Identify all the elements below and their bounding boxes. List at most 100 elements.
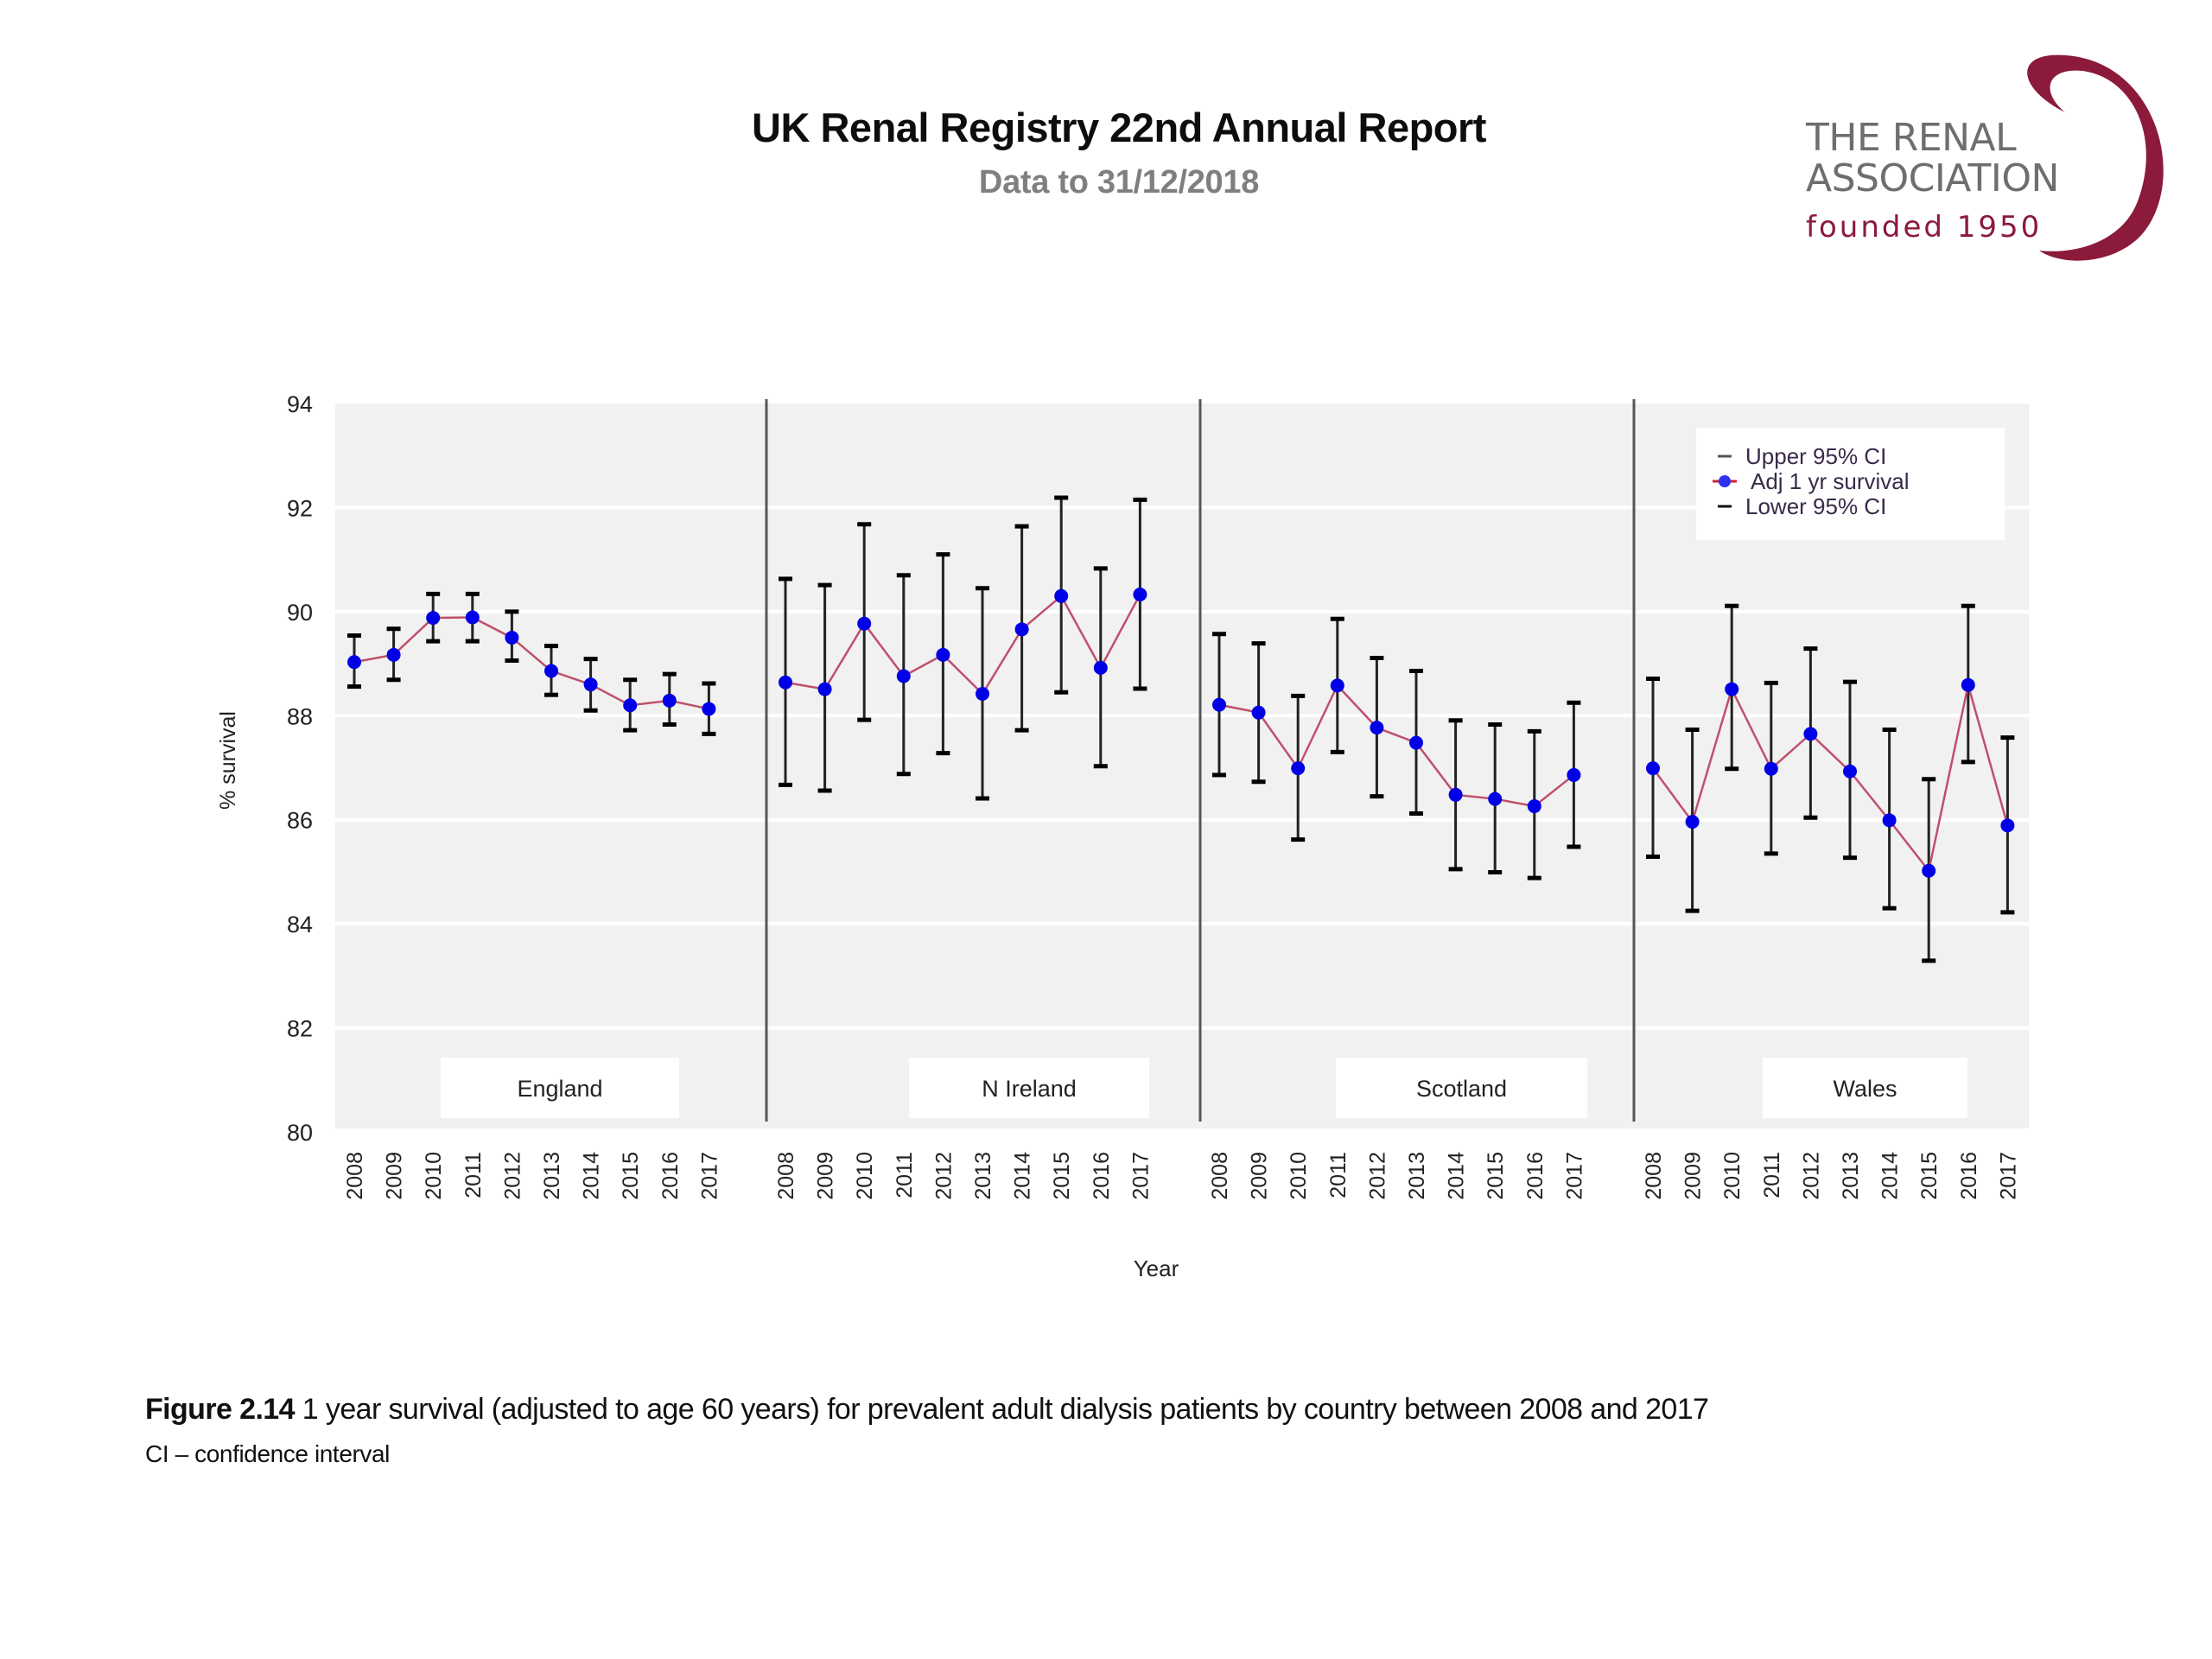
figure-footnote: CI – confidence interval — [145, 1440, 391, 1467]
survival-point — [779, 675, 792, 690]
x-tick-label: 2013 — [1405, 1152, 1429, 1200]
survival-point — [1527, 799, 1541, 814]
x-tick-label: 2015 — [619, 1152, 643, 1200]
series-n-ireland — [779, 495, 1147, 801]
survival-point — [1725, 682, 1739, 696]
x-tick-label: 2012 — [1799, 1152, 1823, 1200]
x-tick-label: 2009 — [1248, 1152, 1272, 1200]
survival-point — [1133, 587, 1147, 601]
y-tick-label: 80 — [287, 1120, 313, 1146]
survival-point — [544, 664, 558, 678]
y-tick-label: 82 — [287, 1016, 313, 1042]
logo-text-line2: ASSOCIATION — [1806, 156, 2059, 200]
panel-label: Scotland — [1416, 1076, 1507, 1102]
panel-label: Wales — [1833, 1076, 1897, 1102]
survival-point — [347, 655, 361, 670]
x-tick-label: 2012 — [931, 1152, 956, 1200]
x-tick-label: 2015 — [1484, 1152, 1508, 1200]
y-tick-label: 84 — [287, 912, 313, 938]
survival-chart: England N Ireland Scotland Wales 80 82 84 86 88… — [216, 391, 2029, 1281]
x-tick-label: 2014 — [580, 1152, 604, 1200]
x-axis-ticks: 2008 2009 2010 2011 2012 2013 2014 2015 2016 2017… — [343, 1152, 2020, 1200]
x-tick-label: 2011 — [893, 1152, 917, 1198]
survival-point — [896, 669, 911, 683]
x-tick-label: 2016 — [658, 1152, 683, 1200]
y-axis-ticks: 80 82 84 86 88 90 92 94 — [287, 391, 313, 1146]
survival-point — [1014, 622, 1029, 637]
series-england — [347, 591, 716, 736]
x-tick-label: 2011 — [1326, 1152, 1351, 1198]
x-tick-label: 2009 — [1681, 1152, 1706, 1200]
survival-point — [817, 682, 832, 696]
panel-label-box — [1763, 1058, 1967, 1118]
y-tick-label: 94 — [287, 391, 313, 417]
survival-point — [1646, 761, 1660, 776]
figure-number: Figure 2.14 — [145, 1393, 296, 1426]
survival-point — [505, 630, 519, 645]
y-tick-label: 88 — [287, 703, 313, 729]
survival-line — [785, 594, 1141, 696]
legend-entry: Lower 95% CI — [1745, 493, 1886, 519]
logo-swoosh-path — [2027, 54, 2164, 261]
survival-point — [1370, 721, 1384, 735]
panel-dividers — [765, 399, 1636, 1122]
y-tick-label: 86 — [287, 808, 313, 834]
x-tick-label: 2010 — [1720, 1152, 1745, 1200]
survival-point — [662, 693, 677, 708]
x-tick-label: 2014 — [1011, 1152, 1035, 1200]
survival-point — [1567, 767, 1581, 782]
x-tick-label: 2014 — [1445, 1152, 1469, 1200]
x-tick-label: 2011 — [1760, 1152, 1784, 1198]
survival-point — [1409, 735, 1423, 750]
x-tick-label: 2011 — [461, 1152, 486, 1198]
panel-label-box — [1336, 1058, 1587, 1118]
survival-point — [623, 698, 638, 713]
survival-point — [583, 677, 598, 692]
legend-entry: Adj 1 yr survival — [1751, 468, 1910, 494]
series-scotland — [1212, 616, 1581, 880]
logo-text-line1: THE RENAL — [1806, 116, 2017, 160]
survival-point — [1685, 815, 1700, 830]
survival-point — [936, 647, 950, 662]
report-subtitle: Data to 31/12/2018 — [978, 164, 1260, 200]
series-wales — [1646, 603, 2015, 963]
renal-association-logo: THE RENAL ASSOCIATION founded 1950 — [1797, 52, 2177, 268]
x-tick-label: 2010 — [853, 1152, 877, 1200]
logo-text-founded: founded 1950 — [1806, 210, 2043, 245]
survival-line — [353, 616, 709, 710]
panel-label: England — [517, 1076, 602, 1102]
panel-label: N Ireland — [982, 1076, 1077, 1102]
y-tick-label: 90 — [287, 600, 313, 626]
legend-entry: Upper 95% CI — [1745, 443, 1886, 469]
x-tick-label: 2016 — [1090, 1152, 1114, 1200]
survival-point — [702, 702, 716, 716]
x-tick-label: 2015 — [1050, 1152, 1074, 1200]
x-tick-label: 2013 — [540, 1152, 564, 1200]
x-tick-label: 2016 — [1957, 1152, 1981, 1200]
legend-box — [1696, 428, 2005, 540]
survival-point — [1251, 705, 1266, 720]
panel-labels: England N Ireland Scotland Wales — [441, 1058, 1967, 1118]
x-tick-label: 2010 — [422, 1152, 446, 1200]
survival-point — [1448, 787, 1463, 802]
survival-point — [1291, 761, 1306, 776]
x-tick-label: 2008 — [774, 1152, 798, 1200]
figure-caption: Figure 2.14 1 year survival (adjusted to… — [145, 1393, 1709, 1427]
x-tick-label: 2012 — [1365, 1152, 1389, 1200]
survival-point — [1054, 588, 1069, 603]
x-tick-label: 2017 — [697, 1152, 721, 1200]
x-tick-label: 2013 — [1839, 1152, 1863, 1200]
survival-point — [1212, 697, 1226, 712]
x-tick-label: 2015 — [1917, 1152, 1942, 1200]
survival-point — [857, 616, 872, 631]
x-tick-label: 2009 — [814, 1152, 838, 1200]
survival-point — [1882, 813, 1897, 828]
x-tick-label: 2012 — [500, 1152, 524, 1200]
panel-label-box — [441, 1058, 679, 1118]
y-tick-label: 92 — [287, 495, 313, 521]
survival-point — [1803, 727, 1818, 741]
panel-label-box — [909, 1058, 1149, 1118]
x-tick-label: 2017 — [1996, 1152, 2020, 1200]
survival-point — [465, 610, 480, 625]
